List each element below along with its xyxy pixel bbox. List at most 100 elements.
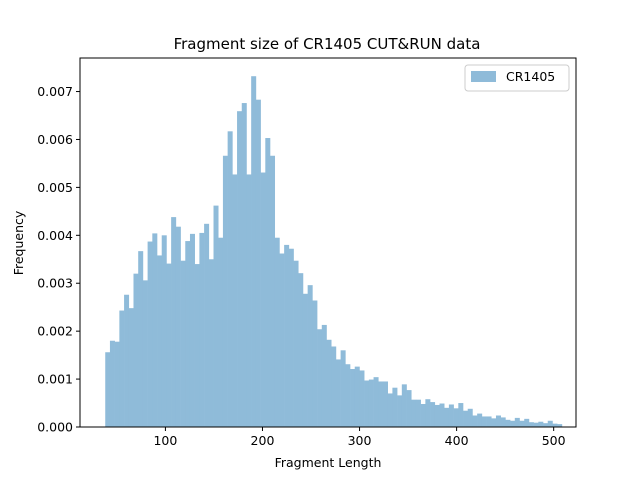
histogram-bar: [406, 390, 412, 427]
histogram-bar: [152, 233, 158, 427]
bars-group: [105, 76, 563, 428]
histogram-bar: [265, 138, 271, 427]
histogram-bar: [218, 237, 224, 427]
histogram-bar: [161, 235, 167, 427]
histogram-bar: [364, 380, 370, 427]
histogram-bar: [510, 420, 516, 427]
histogram-bar: [448, 404, 454, 427]
legend: CR1405: [464, 64, 570, 92]
histogram-bar: [458, 403, 464, 427]
histogram-bar: [382, 381, 388, 427]
histogram-bar: [317, 329, 323, 427]
y-tick-label: 0.001: [37, 372, 73, 387]
histogram-bar: [439, 403, 445, 427]
histogram-bar: [505, 419, 511, 427]
histogram-bar: [538, 421, 544, 427]
histogram-bar: [326, 339, 332, 427]
histogram-bar: [340, 350, 346, 427]
histogram-bar: [486, 416, 492, 427]
histogram-bar: [166, 263, 172, 427]
histogram-bar: [557, 424, 563, 427]
histogram-bar: [241, 103, 247, 428]
histogram-bar: [401, 384, 407, 427]
histogram-bar: [533, 422, 539, 427]
histogram-bar: [194, 264, 200, 427]
histogram-bar: [543, 423, 549, 427]
x-tick-label: 300: [348, 433, 372, 448]
x-tick-label: 400: [445, 433, 469, 448]
histogram-bar: [138, 251, 144, 427]
histogram-bar: [208, 259, 214, 427]
histogram-bar: [335, 359, 341, 427]
histogram-bar: [500, 417, 506, 427]
histogram-bar: [359, 370, 365, 427]
histogram-bar: [321, 324, 327, 427]
histogram-bar: [171, 217, 177, 427]
y-tick-label: 0.005: [37, 180, 73, 195]
histogram-bar: [467, 408, 473, 427]
histogram-bar: [175, 226, 181, 427]
y-tick-label: 0.004: [37, 228, 73, 243]
legend-swatch: [471, 71, 496, 82]
histogram-bar: [312, 300, 318, 427]
histogram-bar: [124, 294, 130, 427]
histogram-bar: [481, 416, 487, 427]
histogram-bar: [189, 233, 195, 427]
histogram-bar: [279, 253, 285, 427]
histogram-bar: [331, 346, 337, 427]
histogram-bar: [373, 377, 379, 427]
histogram-bar: [114, 341, 120, 427]
histogram-bar: [444, 407, 450, 427]
histogram-bar: [157, 255, 163, 427]
histogram-bar: [307, 285, 313, 427]
histogram-bar: [519, 420, 525, 427]
histogram-bar: [274, 237, 280, 427]
histogram-bar: [180, 260, 186, 427]
histogram-bar: [524, 418, 530, 427]
x-axis-ticks: 100 200 300 400 500: [153, 427, 566, 448]
histogram-bar: [378, 381, 384, 427]
histogram-bar: [199, 232, 205, 427]
histogram-bar: [232, 174, 238, 427]
histogram-bar: [463, 410, 469, 427]
histogram-bar: [204, 223, 210, 427]
y-tick-label: 0.006: [37, 132, 73, 147]
histogram-bar: [128, 308, 134, 427]
chart-title: Fragment size of CR1405 CUT&RUN data: [174, 35, 481, 53]
x-tick-label: 100: [153, 433, 177, 448]
y-axis-label: Frequency: [11, 210, 26, 275]
histogram-bar: [109, 340, 115, 427]
histogram-bar: [222, 155, 228, 427]
histogram-bar: [430, 402, 436, 427]
histogram-bar: [260, 172, 266, 427]
histogram-bar: [491, 418, 497, 427]
plot-frame: [79, 57, 577, 428]
y-axis-ticks: 0.000 0.001 0.002 0.003 0.004 0.005 0.006 0.007: [37, 84, 80, 435]
histogram-bar: [345, 364, 351, 427]
histogram-bar: [302, 293, 308, 427]
x-tick-label: 500: [542, 433, 566, 448]
histogram-bar: [147, 241, 153, 427]
histogram-bar: [350, 369, 356, 427]
histogram-bar: [552, 423, 558, 427]
histogram-bar: [298, 273, 304, 427]
histogram-bar: [453, 408, 459, 427]
histogram-bar: [354, 366, 360, 427]
histogram-bar: [246, 174, 252, 427]
histogram-bar: [255, 99, 261, 427]
histogram-bar: [251, 76, 257, 428]
histogram-bar: [288, 248, 294, 427]
histogram-bar: [119, 310, 125, 427]
x-tick-label: 200: [251, 433, 275, 448]
histogram-bar: [105, 352, 111, 427]
y-tick-label: 0.007: [37, 84, 73, 99]
histogram-bar: [237, 111, 243, 427]
y-tick-label: 0.003: [37, 276, 73, 291]
histogram-bar: [227, 131, 233, 427]
histogram-bar: [415, 399, 421, 427]
histogram-bar: [420, 404, 426, 427]
histogram-bar: [392, 387, 398, 427]
histogram-bar: [425, 399, 431, 427]
y-tick-label: 0.002: [37, 324, 73, 339]
